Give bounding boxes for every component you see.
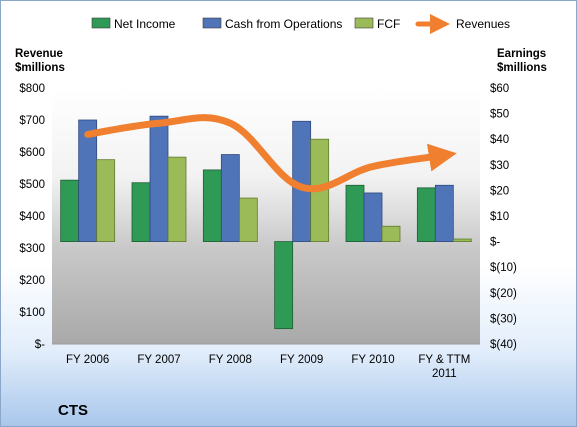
category-label: FY 2009	[280, 354, 323, 366]
right-tick-label: $20	[490, 185, 509, 197]
right-tick-label: $-	[490, 237, 500, 249]
fcf-bar	[381, 225, 401, 243]
net-income-bar	[345, 184, 365, 242]
category-label: FY & TTM	[418, 354, 470, 366]
right-axis-title-line2: $millions	[497, 62, 547, 74]
fcf-bar	[96, 159, 116, 242]
left-tick-label: $500	[19, 179, 45, 191]
right-tick-label: $(30)	[490, 313, 517, 325]
right-tick-label: $(10)	[490, 262, 517, 274]
left-tick-label: $100	[19, 307, 45, 319]
legend-label-fcf: FCF	[377, 17, 400, 31]
revenue-series	[84, 114, 457, 193]
net-income-bar	[416, 187, 436, 242]
left-tick-label: $200	[19, 275, 45, 287]
legend-swatch-cash-from-operations	[202, 17, 222, 29]
right-tick-label: $(20)	[490, 288, 517, 300]
legend-label-net-income: Net Income	[114, 17, 176, 31]
net-income-bar	[202, 169, 222, 242]
net-income-bar	[274, 241, 294, 330]
right-axis: $(40) $(30) $(20) $(10) $- $10 $20 $30 $40 $50 $60	[490, 83, 517, 351]
right-tick-label: $50	[490, 109, 509, 121]
cash-from-operations-bar	[149, 115, 169, 243]
fcf-bar	[167, 156, 187, 242]
net-income-bar	[131, 182, 151, 243]
category-label: FY 2006	[66, 354, 109, 366]
category-axis: FY 2006 FY 2007 FY 2008 FY 2009 FY 2010 FY & …	[66, 354, 470, 380]
net-income-bar	[60, 179, 80, 243]
fcf-bar	[452, 238, 472, 242]
right-tick-label: $10	[490, 211, 509, 223]
category-label: FY 2007	[137, 354, 180, 366]
legend-label-revenues: Revenues	[456, 17, 510, 31]
left-tick-label: $-	[35, 339, 45, 351]
legend-swatch-fcf	[354, 17, 374, 29]
legend-swatch-net-income	[91, 17, 111, 29]
right-tick-label: $(40)	[490, 339, 517, 351]
right-tick-label: $30	[490, 160, 509, 172]
category-label: FY 2010	[351, 354, 394, 366]
cash-from-operations-bar	[220, 154, 240, 242]
cash-from-operations-bar	[434, 184, 454, 242]
bars	[60, 115, 472, 330]
cash-from-operations-bar	[363, 192, 383, 243]
left-tick-label: $300	[19, 243, 45, 255]
left-axis-title-line2: $millions	[15, 62, 65, 74]
left-tick-label: $800	[19, 83, 45, 95]
left-tick-label: $600	[19, 147, 45, 159]
left-tick-label: $700	[19, 115, 45, 127]
right-tick-label: $60	[490, 83, 509, 95]
category-label: FY 2008	[209, 354, 252, 366]
legend-label-cash-from-operations: Cash from Operations	[225, 17, 342, 31]
cash-from-operations-bar	[78, 119, 98, 242]
left-tick-label: $400	[19, 211, 45, 223]
category-label: 2011	[432, 368, 457, 380]
right-tick-label: $40	[490, 134, 509, 146]
left-axis-title-line1: Revenue	[15, 48, 63, 60]
legend: Net Income Cash from Operations FCF Reve…	[91, 14, 510, 34]
left-axis: $- $100 $200 $300 $400 $500 $600 $700 $800	[19, 83, 45, 351]
revenue-line	[84, 114, 457, 193]
right-axis-title-line1: Earnings	[497, 48, 546, 60]
company-label: CTS	[58, 402, 88, 419]
fcf-bar	[238, 197, 258, 243]
